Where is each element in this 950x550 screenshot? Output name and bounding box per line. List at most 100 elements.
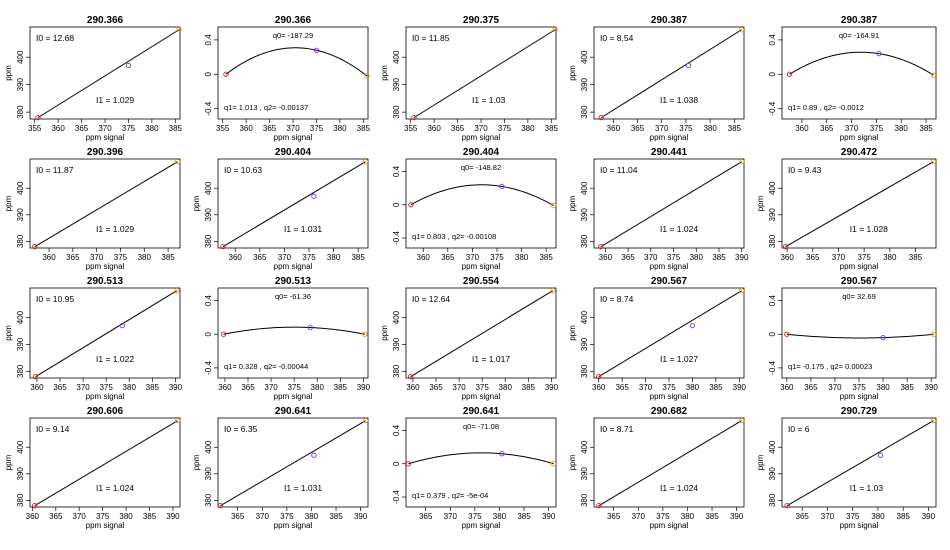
fit-line <box>222 161 366 248</box>
panel-title: 290.472 <box>841 147 878 158</box>
fit-line <box>785 161 934 248</box>
y-tick-label: 0.4 <box>204 295 213 307</box>
x-axis-label: ppm signal <box>274 133 313 142</box>
panel-title: 290.396 <box>87 147 124 158</box>
y-axis-label: ppm <box>568 454 577 470</box>
y-tick-label: 400 <box>580 440 589 454</box>
x-tick-label: 385 <box>522 383 536 392</box>
x-tick-label: 380 <box>499 383 513 392</box>
x-tick-label: 380 <box>515 253 529 262</box>
x-tick-label: 380 <box>138 253 152 262</box>
data-point <box>176 27 182 33</box>
y-tick-label: -0.4 <box>392 490 401 504</box>
x-tick-label: 365 <box>241 383 255 392</box>
fit-line <box>37 29 180 119</box>
x-tick-label: 375 <box>667 253 681 262</box>
y-tick-label: 390 <box>768 208 777 222</box>
data-point <box>739 159 745 165</box>
fit-curve <box>789 51 934 76</box>
x-tick-label: 365 <box>631 124 645 133</box>
data-point <box>685 62 692 69</box>
data-point <box>550 202 557 209</box>
y-tick-label: 0 <box>768 331 777 336</box>
intercept-label: I0 = 11.85 <box>412 33 450 43</box>
x-tick-label: 390 <box>542 512 556 521</box>
y-tick-label: 380 <box>768 234 777 248</box>
x-axis-label: ppm signal <box>86 392 125 401</box>
fit-line <box>413 29 556 119</box>
data-point <box>499 451 505 457</box>
panel-title: 290.366 <box>87 15 124 26</box>
x-tick-label: 365 <box>451 124 465 133</box>
data-point <box>598 114 604 121</box>
data-point <box>930 418 937 424</box>
q0-label: q0= -61.36 <box>275 292 311 301</box>
x-tick-label: 375 <box>857 253 871 262</box>
q1-q2-label: q1= -0.175 , q2= 0.00023 <box>788 362 872 371</box>
panel-4: 290.387 360 365 370 375 380 385 380 390 400 ppm si… <box>568 15 745 142</box>
y-tick-label: 390 <box>16 77 25 91</box>
data-point <box>362 331 368 337</box>
x-tick-label: 375 <box>870 124 884 133</box>
data-point <box>311 452 317 458</box>
q1-q2-label: q1= 0.89 , q2= -0.0012 <box>788 103 864 112</box>
panel-title: 290.387 <box>651 15 688 26</box>
x-tick-label: 380 <box>703 124 717 133</box>
data-point <box>313 47 320 53</box>
data-point <box>552 27 558 33</box>
data-point <box>550 461 557 467</box>
x-tick-label: 375 <box>99 383 113 392</box>
y-tick-label: 380 <box>16 364 25 378</box>
fit-line <box>600 161 742 248</box>
plot-frame <box>29 287 181 379</box>
x-tick-label: 365 <box>429 383 443 392</box>
y-tick-label: 380 <box>580 493 589 507</box>
x-axis-label: ppm signal <box>650 133 689 142</box>
x-axis-label: ppm signal <box>650 521 689 530</box>
x-tick-label: 375 <box>122 124 136 133</box>
q1-q2-label: q1= 0.803 , q2= -0.00108 <box>412 232 496 241</box>
panel-5: 290.387 360 365 370 375 380 385 -0.4 0 0.4 ppm sig… <box>768 15 937 142</box>
x-tick-label: 360 <box>42 253 56 262</box>
x-tick-label: 355 <box>216 124 230 133</box>
slope-label: I1 = 1.024 <box>96 483 134 493</box>
x-tick-label: 370 <box>466 253 480 262</box>
data-point <box>362 418 369 424</box>
y-tick-label: 400 <box>768 440 777 454</box>
x-tick-label: 365 <box>804 383 818 392</box>
x-axis-label: ppm signal <box>650 262 689 271</box>
panel-title: 290.513 <box>275 276 312 287</box>
y-axis-label: ppm <box>4 325 13 341</box>
x-tick-label: 360 <box>592 383 606 392</box>
slope-label: I1 = 1.022 <box>96 354 134 364</box>
x-axis-label: ppm signal <box>274 521 313 530</box>
intercept-label: I0 = 12.68 <box>36 33 74 43</box>
slope-label: I1 = 1.029 <box>96 224 134 234</box>
x-tick-label: 380 <box>895 124 909 133</box>
x-tick-label: 375 <box>679 124 693 133</box>
intercept-label: I0 = 6.35 <box>224 424 258 434</box>
x-tick-label: 365 <box>607 512 621 521</box>
y-tick-label: 400 <box>16 181 25 195</box>
x-tick-label: 390 <box>922 512 936 521</box>
y-tick-label: 390 <box>580 337 589 351</box>
panel-19: 290.682 365 370 375 380 385 390 380 390 400 ppm si… <box>568 406 745 530</box>
y-tick-label: 0.4 <box>768 34 777 46</box>
y-tick-label: 0.4 <box>768 295 777 307</box>
y-tick-label: 0 <box>204 331 213 336</box>
panel-title: 290.404 <box>275 147 312 158</box>
x-tick-label: 360 <box>417 253 431 262</box>
x-tick-label: 385 <box>517 512 531 521</box>
x-tick-label: 390 <box>730 512 744 521</box>
y-axis-label: ppm <box>568 195 577 211</box>
y-tick-label: 400 <box>392 50 401 64</box>
x-tick-label: 385 <box>897 512 911 521</box>
x-tick-label: 380 <box>876 383 890 392</box>
data-point <box>598 244 604 250</box>
x-tick-label: 385 <box>539 253 553 262</box>
x-axis-label: ppm signal <box>650 392 689 401</box>
x-tick-label: 380 <box>327 253 341 262</box>
